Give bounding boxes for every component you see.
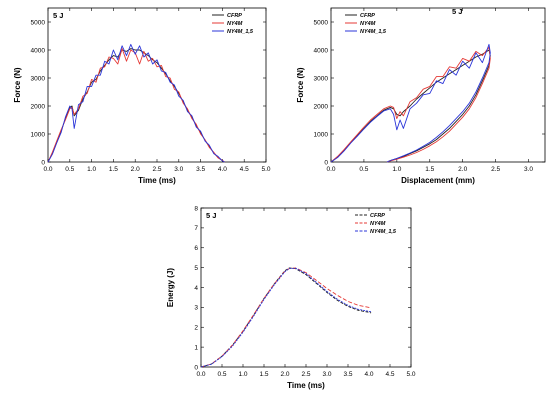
- x-axis-title: Time (ms): [138, 176, 176, 185]
- x-axis-title: Displacement (mm): [401, 176, 475, 185]
- y-tick-label: 3: [194, 305, 198, 312]
- energy-annotation: 5 J: [452, 7, 462, 16]
- y-axis: 0 1 2 3 4 5 6 7 8: [194, 205, 411, 371]
- x-tick-label: 3.5: [343, 371, 352, 378]
- x-tick-label: 0.5: [65, 166, 74, 173]
- series-line-ny4m: [47, 48, 225, 163]
- y-axis: 0 1000 2000 3000 4000 5000: [314, 19, 545, 166]
- x-tick-label: 5.0: [406, 371, 415, 378]
- legend-entry: NY4M: [227, 21, 243, 27]
- y-tick-label: 5000: [31, 19, 46, 26]
- series-line-cfrp: [47, 48, 225, 163]
- series-line-cfrp: [330, 49, 491, 163]
- y-tick-label: 3000: [314, 75, 329, 82]
- x-tick-label: 0.0: [196, 371, 205, 378]
- legend: CFRP NY4M NY4M_1,5: [345, 13, 387, 35]
- legend-entry: CFRP: [227, 13, 242, 19]
- x-tick-label: 3.5: [196, 166, 205, 173]
- x-tick-label: 5.0: [261, 166, 270, 173]
- legend-entry: NY4M_1,5: [360, 29, 387, 35]
- legend-entry: NY4M: [370, 221, 386, 227]
- x-tick-label: 3.0: [524, 166, 533, 173]
- energy-annotation: 5 J: [206, 211, 216, 220]
- series-line-cfrp: [200, 267, 372, 368]
- x-tick-label: 2.5: [152, 166, 161, 173]
- series-line-ny4m-1-5: [330, 43, 491, 163]
- x-axis: 0.0 0.5 1.0 1.5 2.0 2.5 3.0 3.5 4.0 4.5 5.0: [196, 208, 416, 378]
- y-tick-label: 6: [194, 245, 198, 252]
- legend: CFRP NY4M NY4M_1,5: [212, 13, 254, 35]
- x-axis-title: Time (ms): [287, 381, 325, 390]
- x-tick-label: 2.0: [280, 371, 289, 378]
- x-tick-label: 2.5: [491, 166, 500, 173]
- chart-force-displacement: 0.0 0.5 1.0 1.5 2.0 2.5 3.0 0 1000 2000 3000 4000 50…: [296, 7, 546, 185]
- x-tick-label: 2.5: [301, 371, 310, 378]
- y-tick-label: 0: [194, 364, 198, 371]
- x-tick-label: 4.0: [364, 371, 373, 378]
- y-tick-label: 2000: [314, 103, 329, 110]
- x-tick-label: 1.0: [392, 166, 401, 173]
- x-tick-label: 2.0: [458, 166, 467, 173]
- legend-entry: NY4M: [360, 21, 376, 27]
- series-line-ny4m-1-5: [47, 43, 225, 163]
- x-tick-label: 1.5: [425, 166, 434, 173]
- energy-annotation: 5 J: [53, 11, 63, 20]
- x-axis: 0.0 0.5 1.0 1.5 2.0 2.5 3.0 3.5 4.0 4.5 5.0: [43, 8, 271, 173]
- y-tick-label: 2: [194, 325, 198, 332]
- x-tick-label: 4.5: [385, 371, 394, 378]
- x-tick-label: 0.0: [43, 166, 52, 173]
- y-tick-label: 4000: [31, 47, 46, 54]
- y-tick-label: 1: [194, 344, 198, 351]
- x-tick-label: 4.0: [218, 166, 227, 173]
- series-line-ny4m: [330, 46, 491, 163]
- x-tick-label: 2.0: [131, 166, 140, 173]
- y-tick-label: 2000: [31, 103, 46, 110]
- y-axis-title: Force (N): [296, 67, 305, 102]
- y-tick-label: 5000: [314, 19, 329, 26]
- y-tick-label: 5: [194, 265, 198, 272]
- y-tick-label: 0: [41, 159, 45, 166]
- y-tick-label: 4: [194, 285, 198, 292]
- x-tick-label: 0.0: [326, 166, 335, 173]
- y-tick-label: 3000: [31, 75, 46, 82]
- x-tick-label: 1.5: [109, 166, 118, 173]
- x-tick-label: 1.0: [238, 371, 247, 378]
- y-tick-label: 4000: [314, 47, 329, 54]
- x-tick-label: 4.5: [240, 166, 249, 173]
- chart-energy-time: 0.0 0.5 1.0 1.5 2.0 2.5 3.0 3.5 4.0 4.5 5.0 0 1 2 3 4 5 6…: [166, 205, 416, 390]
- y-tick-label: 1000: [314, 131, 329, 138]
- y-tick-label: 7: [194, 225, 198, 232]
- y-axis-title: Force (N): [13, 67, 22, 102]
- y-tick-label: 0: [324, 159, 328, 166]
- y-tick-label: 8: [194, 205, 198, 212]
- legend: CFRP NY4M NY4M_1,5: [355, 213, 397, 235]
- chart-force-time: 0.0 0.5 1.0 1.5 2.0 2.5 3.0 3.5 4.0 4.5 5.0 0 1000 20…: [13, 7, 271, 185]
- x-axis: 0.0 0.5 1.0 1.5 2.0 2.5 3.0: [326, 8, 533, 173]
- legend-entry: CFRP: [370, 213, 385, 219]
- legend-entry: NY4M_1,5: [227, 29, 254, 35]
- x-tick-label: 0.5: [359, 166, 368, 173]
- x-tick-label: 3.0: [174, 166, 183, 173]
- x-tick-label: 1.5: [259, 371, 268, 378]
- y-axis-title: Energy (J): [166, 268, 175, 307]
- x-tick-label: 3.0: [322, 371, 331, 378]
- y-axis: 0 1000 2000 3000 4000 5000: [31, 19, 266, 166]
- x-tick-label: 1.0: [87, 166, 96, 173]
- y-tick-label: 1000: [31, 131, 46, 138]
- plot-frame: [330, 7, 546, 163]
- legend-entry: CFRP: [360, 13, 375, 19]
- series-line-ny4m-1-5: [200, 267, 372, 368]
- x-tick-label: 0.5: [217, 371, 226, 378]
- legend-entry: NY4M_1,5: [370, 229, 397, 235]
